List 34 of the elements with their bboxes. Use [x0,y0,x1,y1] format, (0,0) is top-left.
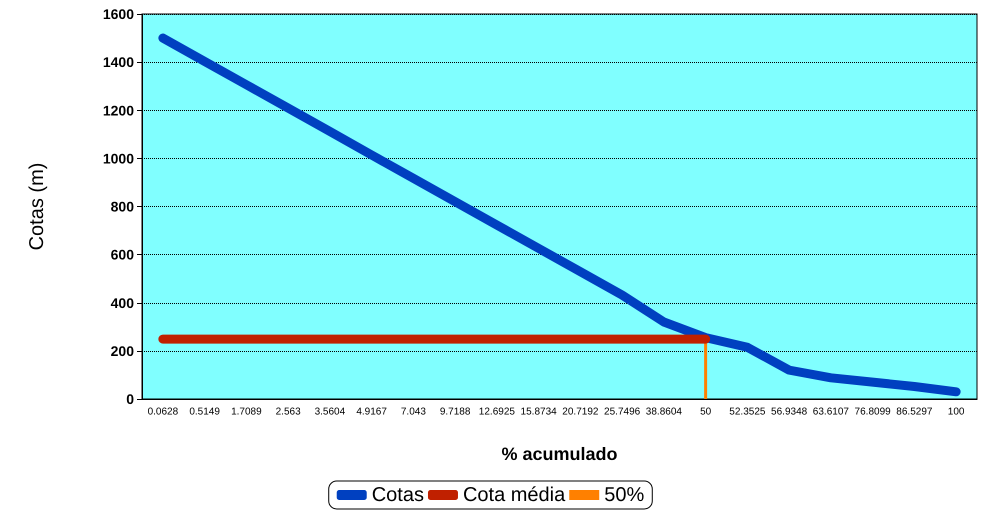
y-tick-label: 200 [110,342,134,359]
y-axis-title: Cotas (m) [26,162,48,250]
y-tick-label: 1400 [102,54,134,70]
x-axis-title: % acumulado [501,444,618,464]
y-tick-label: 1000 [102,150,134,166]
x-tick-label: 3.5604 [314,406,346,418]
x-tick-label: 63.6107 [812,406,850,418]
x-tick-label: 20.7192 [562,406,599,418]
legend-label: 50% [604,484,644,506]
x-tick-label: 2.563 [276,406,302,418]
y-tick-label: 0 [126,391,134,407]
x-tick-label: 52.3525 [729,406,766,418]
y-tick-label: 1600 [102,6,134,22]
x-tick-label: 38.8604 [646,406,682,418]
x-tick-label: 12.6925 [478,406,516,418]
x-tick-label: 100 [948,406,965,418]
x-tick-label: 0.0628 [148,406,179,418]
y-tick-label: 800 [110,198,134,214]
x-tick-label: 1.7089 [231,406,262,418]
x-tick-label: 86.5297 [896,406,933,418]
x-tick-label: 9.7188 [440,406,471,418]
x-tick-label: 50 [700,406,712,418]
x-tick-label: 15.8734 [520,406,558,418]
y-tick-label: 400 [110,294,134,311]
x-tick-label: 4.9167 [356,406,388,418]
x-tick-label: 56.9348 [771,406,808,418]
x-tick-label: 7.043 [400,406,426,418]
legend-label: Cota média [462,484,566,506]
x-tick-label: 0.5149 [189,406,220,418]
x-tick-label: 76.8099 [854,406,892,418]
y-tick-label: 1200 [102,102,134,118]
x-tick-label: 25.7496 [604,406,641,418]
legend-label: Cotas [372,484,424,506]
y-tick-label: 600 [110,246,134,263]
